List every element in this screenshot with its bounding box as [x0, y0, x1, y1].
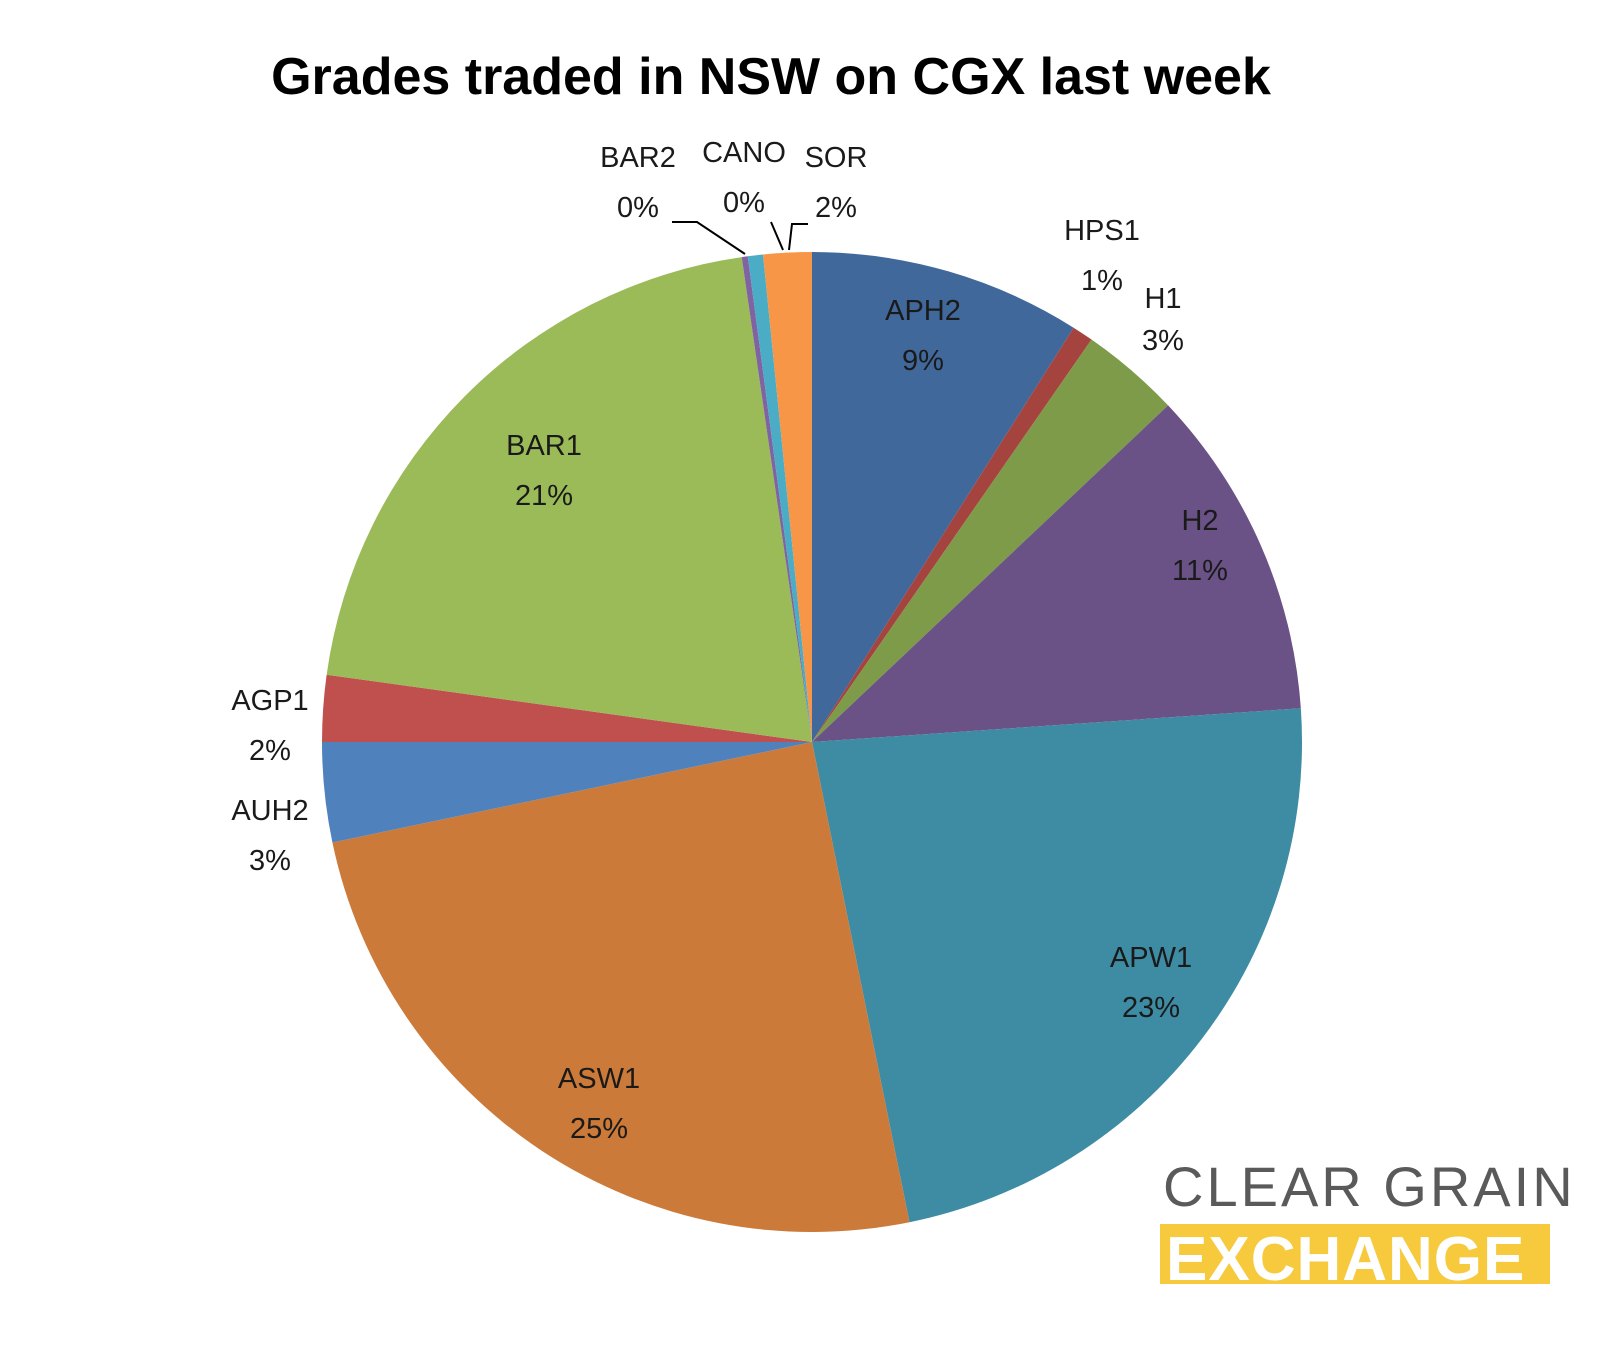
- pie-slice-cano: [747, 254, 812, 742]
- pie-slice-h2: [812, 405, 1301, 742]
- slice-label-percent-aph2: 9%: [902, 345, 944, 377]
- slice-label-name-aph2: APH2: [885, 295, 961, 327]
- pie-slice-agp1: [322, 674, 812, 742]
- slice-label-name-bar2: BAR2: [600, 142, 676, 174]
- slice-label-name-asw1: ASW1: [558, 1063, 640, 1095]
- clear-grain-exchange-logo: CLEAR GRAIN EXCHANGE: [1160, 1155, 1576, 1294]
- pie-slice-bar2: [741, 256, 812, 742]
- slice-label-name-h1: H1: [1144, 283, 1181, 315]
- leader-line-bar2: [672, 221, 746, 255]
- slice-label-name-agp1: AGP1: [231, 685, 308, 717]
- leader-lines: [672, 221, 808, 255]
- pie-slice-aph2: [812, 252, 1074, 742]
- leader-line-cano: [770, 221, 784, 251]
- slice-label-name-h2: H2: [1181, 505, 1218, 537]
- pie-slice-asw1: [332, 742, 910, 1232]
- slice-label-percent-asw1: 25%: [570, 1113, 628, 1145]
- slice-label-name-hps1: HPS1: [1064, 215, 1140, 247]
- slice-label-percent-sor: 2%: [815, 192, 857, 224]
- slice-label-name-cano: CANO: [702, 137, 786, 169]
- logo-band: [1160, 1224, 1550, 1284]
- slice-label-percent-bar2: 0%: [617, 192, 659, 224]
- pie-slice-auh2: [322, 742, 812, 843]
- pie-slice-hps1: [812, 327, 1092, 742]
- slice-label-percent-auh2: 3%: [249, 845, 291, 877]
- chart-title: Grades traded in NSW on CGX last week: [271, 48, 1271, 106]
- pie-slice-bar1: [326, 257, 812, 742]
- pie-slices: [322, 252, 1302, 1232]
- slice-label-percent-h1: 3%: [1142, 325, 1184, 357]
- pie-slice-sor: [763, 252, 812, 742]
- pie-slice-apw1: [812, 708, 1302, 1223]
- slice-label-percent-h2: 11%: [1172, 555, 1228, 587]
- slice-label-percent-hps1: 1%: [1081, 265, 1123, 297]
- slice-labels: APH2 9% HPS1 1% H1 3% H2 11% APW1 23% ASW1 25% AUH2 3…: [231, 137, 1228, 1145]
- slice-label-name-auh2: AUH2: [231, 795, 308, 827]
- slice-label-percent-agp1: 2%: [249, 735, 291, 767]
- logo-line-2: EXCHANGE: [1166, 1225, 1525, 1294]
- leader-line-sor: [788, 223, 808, 251]
- pie-slice-h1: [812, 339, 1169, 742]
- slice-label-name-bar1: BAR1: [506, 430, 582, 462]
- logo-line-1: CLEAR GRAIN: [1163, 1155, 1576, 1218]
- slice-label-percent-bar1: 21%: [515, 480, 573, 512]
- slice-label-percent-cano: 0%: [723, 187, 765, 219]
- slice-label-percent-apw1: 23%: [1122, 992, 1180, 1024]
- slice-label-name-apw1: APW1: [1110, 942, 1192, 974]
- slice-label-name-sor: SOR: [805, 142, 868, 174]
